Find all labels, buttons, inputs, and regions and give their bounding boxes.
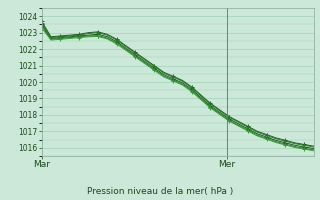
Text: Pression niveau de la mer( hPa ): Pression niveau de la mer( hPa ) [87, 187, 233, 196]
